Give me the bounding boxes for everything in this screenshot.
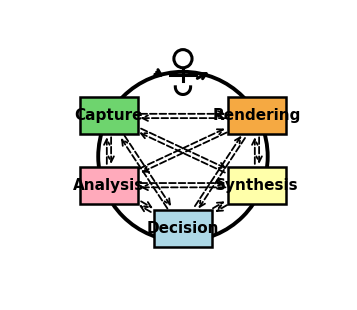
Text: Synthesis: Synthesis [215, 178, 299, 193]
FancyBboxPatch shape [154, 210, 212, 247]
FancyBboxPatch shape [80, 167, 137, 204]
FancyBboxPatch shape [80, 97, 137, 135]
FancyBboxPatch shape [228, 97, 286, 135]
Text: Capture: Capture [75, 108, 143, 123]
FancyBboxPatch shape [228, 167, 286, 204]
Text: Rendering: Rendering [213, 108, 301, 123]
Text: Analysis: Analysis [73, 178, 145, 193]
Text: Decision: Decision [147, 221, 219, 236]
